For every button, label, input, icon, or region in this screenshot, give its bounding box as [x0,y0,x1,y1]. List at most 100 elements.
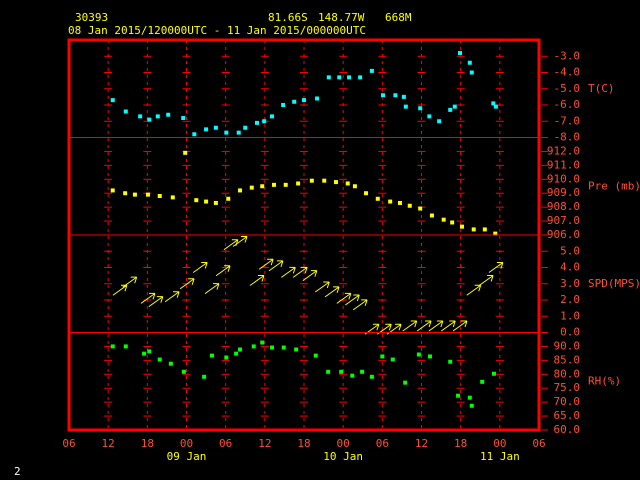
data-point [364,191,369,196]
data-point [110,344,115,349]
data-point [313,353,318,358]
data-point [388,199,393,204]
y-tick-label: 5.0 [560,244,580,257]
data-point [181,369,186,374]
data-point [393,93,398,98]
data-point [224,355,229,360]
data-point [315,96,320,101]
y-tick-label: 75.0 [554,381,581,394]
y-tick-label: -4.0 [554,66,581,79]
y-tick-label: -8.0 [554,131,581,144]
y-tick-label: 4.0 [560,261,580,274]
x-tick-label: 06 [62,437,75,450]
data-point [110,188,115,193]
data-point [437,119,442,124]
data-point [147,117,152,122]
data-point [260,184,265,189]
y-tick-label: 912.0 [547,144,580,157]
y-tick-label: 65.0 [554,409,581,422]
date-label: 09 Jan [167,450,207,463]
data-point [416,352,421,357]
data-point [491,101,496,106]
data-point [142,351,147,356]
data-point [418,106,423,111]
series-label: SPD(MPS) [588,277,640,290]
wind-arrow [179,278,195,290]
data-point [204,127,209,132]
y-tick-label: -5.0 [554,82,581,95]
wind-arrow [148,296,164,308]
data-point [262,119,267,124]
y-tick-label: 0.0 [560,326,580,339]
data-point [183,150,188,155]
data-point [155,114,160,119]
x-tick-label: 18 [297,437,310,450]
wind-arrow [249,275,265,286]
x-tick-label: 00 [180,437,193,450]
data-point [168,361,173,366]
data-point [333,180,338,185]
data-point [429,213,434,218]
latitude: 81.66S [268,11,308,24]
data-point [243,125,248,130]
y-tick-label: 2.0 [560,293,580,306]
data-point [145,192,150,197]
station-id: 30393 [75,11,108,24]
data-point [260,340,265,345]
data-point [213,125,218,130]
data-point [270,345,275,350]
data-point [345,181,350,186]
data-point [138,114,143,119]
y-tick-label: -3.0 [554,49,581,62]
y-tick-label: 60.0 [554,423,581,436]
series-label: RH(%) [588,374,621,387]
y-tick-label: 910.0 [547,172,580,185]
data-point [480,379,485,384]
x-tick-label: 00 [493,437,506,450]
wind-arrow [268,260,284,272]
data-point [375,196,380,201]
data-point [270,114,275,119]
data-point [452,104,457,109]
y-tick-label: -6.0 [554,98,581,111]
data-point [157,357,162,362]
data-point [157,194,162,198]
wind-arrow [258,258,274,270]
wind-arrow [314,281,330,293]
wind-arrow [345,294,360,306]
date-label: 10 Jan [323,450,363,463]
data-point [397,200,402,205]
data-point [469,70,474,75]
x-tick-label: 12 [102,437,115,450]
data-point [456,393,461,398]
y-tick-label: 3.0 [560,277,580,290]
data-point [450,220,455,225]
data-point [418,206,423,211]
data-point [123,191,128,196]
data-point [292,99,297,104]
data-point [352,184,357,189]
wind-arrow [204,283,220,295]
wind-arrow [478,275,494,286]
data-point [401,94,406,99]
wind-arrow [192,262,208,273]
data-point [238,347,243,352]
x-tick-label: 06 [376,437,389,450]
data-point [380,354,385,359]
frame [67,38,541,432]
period: 08 Jan 2015/120000UTC - 11 Jan 2015/0000… [68,24,366,37]
wind-arrow [428,320,444,332]
data-point [309,178,314,183]
data-point [296,181,301,186]
x-tick-label: 18 [141,437,154,450]
wind-arrow [402,320,418,332]
data-point [347,75,352,80]
wind-arrow [488,262,504,273]
series-label: T(C) [588,82,615,95]
x-tick-label: 06 [219,437,232,450]
wind-arrow [336,292,352,304]
y-tick-label: -7.0 [554,114,581,127]
data-point [166,112,171,117]
y-tick-label: 80.0 [554,367,581,380]
